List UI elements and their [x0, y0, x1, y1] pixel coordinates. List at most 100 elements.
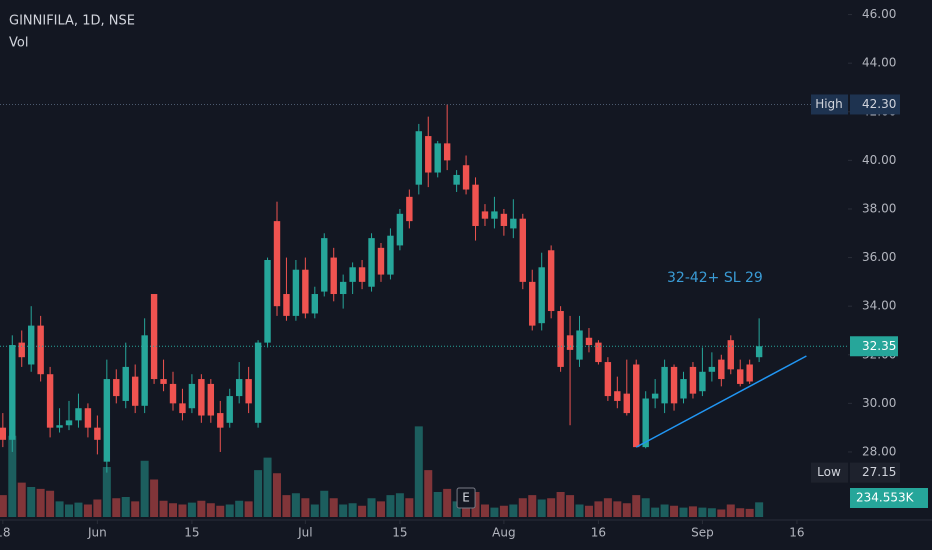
x-tick-label: Aug: [492, 526, 515, 540]
volume-bar: [651, 507, 660, 517]
candle-body: [330, 257, 337, 295]
chart-title: GINNIFILA, 1D, NSE: [9, 14, 135, 29]
candle-body: [358, 267, 366, 282]
candle-body: [226, 396, 233, 423]
volume-bar: [206, 503, 215, 517]
candle-body: [283, 294, 290, 316]
candle-body: [708, 366, 716, 372]
volume-bar: [509, 504, 518, 517]
y-tick-label: 44.00: [862, 56, 896, 70]
volume-bar: [755, 502, 764, 517]
x-tick-label: 16: [591, 526, 606, 540]
volume-bar: [745, 508, 754, 517]
y-tick-label: 34.00: [862, 299, 896, 313]
candle-body: [425, 136, 432, 173]
volume-bar: [272, 473, 281, 517]
marker-name-box: [811, 94, 848, 115]
volume-bar: [490, 507, 499, 517]
volume-bar: [688, 506, 697, 517]
candle-body: [103, 379, 111, 462]
volume-bar: [443, 488, 452, 517]
volume-bar: [603, 498, 612, 517]
candle-body: [188, 383, 196, 409]
candle-body: [651, 393, 659, 399]
volume-bar: [150, 479, 159, 517]
x-tick-label: 18: [0, 526, 10, 540]
candle-body: [566, 335, 574, 350]
volume-bar: [528, 495, 537, 517]
volume-bar: [0, 495, 7, 517]
marker-value: 27.15: [862, 465, 896, 479]
candle-body: [56, 425, 63, 428]
candle-body: [349, 267, 356, 282]
candle-body: [75, 408, 82, 421]
x-tick-label: Jul: [297, 526, 312, 540]
volume-bar: [178, 504, 187, 517]
volume-bar: [65, 504, 74, 517]
candle-body: [198, 379, 205, 416]
candle-body: [500, 213, 508, 226]
candle-body: [207, 383, 215, 416]
candle-body: [642, 398, 649, 448]
volume-bar: [291, 493, 300, 517]
volume-bar: [575, 504, 584, 517]
volume-bar: [83, 504, 92, 517]
candle-body: [755, 346, 763, 358]
marker-value-box: [850, 462, 900, 483]
volume-bar: [310, 504, 319, 517]
volume-bar: [36, 488, 45, 517]
candle-body: [547, 250, 555, 312]
candle-body: [595, 342, 602, 363]
candle-body: [94, 427, 101, 440]
candle-body: [481, 211, 489, 219]
candle-body: [84, 408, 92, 428]
volume-bar: [556, 492, 565, 517]
volume-bar: [55, 501, 64, 517]
candle-body: [434, 143, 441, 173]
candle-body: [623, 393, 630, 414]
volume-bar: [537, 499, 546, 517]
volume-bar: [329, 498, 338, 517]
candle-body: [131, 376, 139, 406]
volume-bar: [547, 498, 556, 517]
volume-bar: [17, 482, 26, 517]
volume-bar: [424, 470, 433, 517]
volume-bar: [386, 495, 395, 517]
y-tick-label: 36.00: [862, 250, 896, 264]
candle-body: [491, 211, 498, 219]
volume-bar: [499, 505, 508, 517]
volume-bar: [339, 504, 348, 517]
volume-bar: [131, 501, 140, 517]
candle-body: [65, 420, 73, 426]
volume-bar: [254, 470, 263, 517]
y-tick-label: 30.00: [862, 396, 896, 410]
candle-body: [264, 260, 271, 343]
marker-name: Low: [817, 465, 841, 479]
candle-body: [576, 330, 583, 360]
volume-bar: [169, 503, 178, 517]
volume-bar: [452, 501, 461, 517]
candle-body: [46, 374, 54, 428]
volume-bar: [707, 508, 716, 517]
volume-bar: [348, 503, 357, 517]
volume-bar: [622, 503, 631, 517]
volume-bar: [140, 460, 149, 517]
candle-body: [538, 267, 545, 324]
candle-body: [311, 294, 319, 314]
candle-body: [0, 427, 7, 440]
volume-bar: [405, 498, 414, 517]
volume-bar: [641, 498, 650, 517]
candle-body: [122, 366, 129, 401]
volume-bar: [480, 504, 489, 517]
annotation: 32-42+ SL 29: [667, 270, 763, 286]
candle-body: [689, 366, 697, 394]
volume-bar: [112, 498, 121, 517]
candle-body: [633, 364, 640, 448]
volume-bar: [320, 490, 329, 517]
volume-bar: [197, 500, 206, 517]
candle-body: [150, 294, 158, 380]
volume-bar: [594, 501, 603, 517]
candle-body: [387, 235, 394, 275]
volume-bar: [358, 505, 367, 517]
